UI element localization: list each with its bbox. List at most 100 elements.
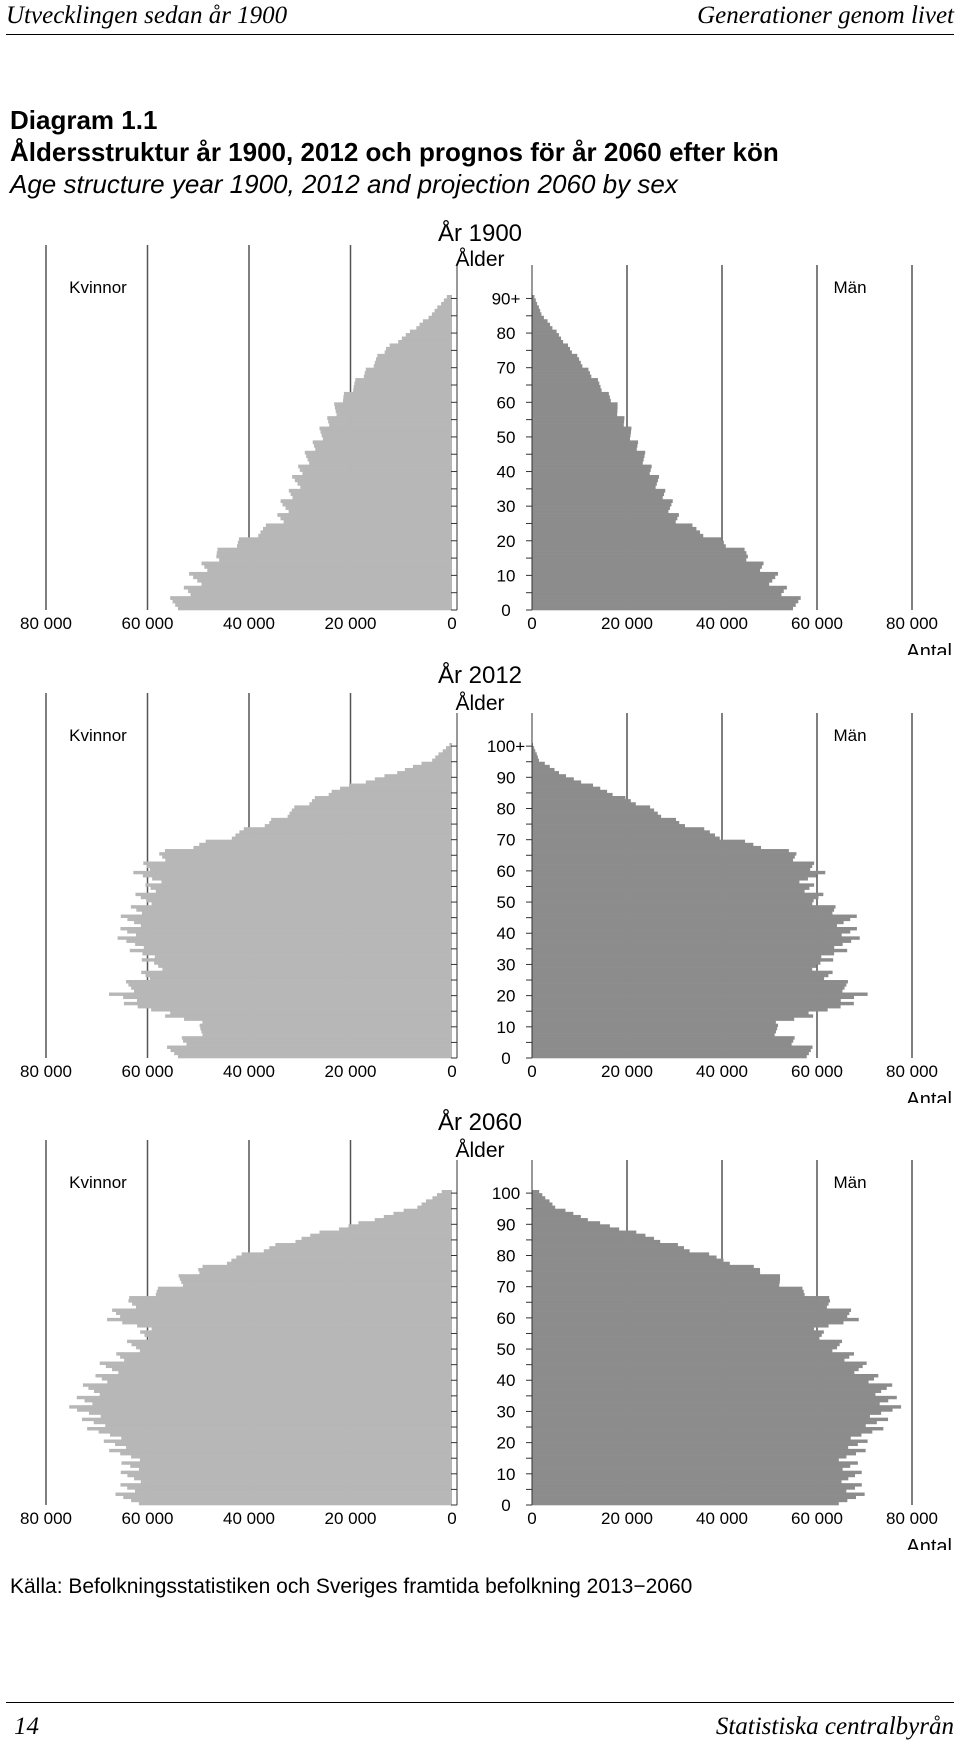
bar-women <box>235 833 452 837</box>
bar-men <box>532 905 836 909</box>
bar-men <box>532 764 550 769</box>
bar-men <box>532 1364 863 1369</box>
bar-women <box>443 298 452 303</box>
bar-women <box>128 983 452 987</box>
bar-women <box>260 530 452 535</box>
bar-men <box>532 1202 553 1206</box>
age-tick-label: 20 <box>497 532 516 551</box>
age-tick-label: 0 <box>501 601 510 620</box>
bar-women <box>135 1305 453 1309</box>
bar-women <box>123 1001 452 1006</box>
bar-women <box>81 1417 452 1422</box>
bar-women <box>201 1029 452 1034</box>
bar-men <box>532 895 819 900</box>
bar-men <box>532 561 764 566</box>
bar-women <box>417 1205 452 1210</box>
bar-women <box>294 805 452 809</box>
bar-women <box>199 842 452 847</box>
bar-women <box>442 749 452 753</box>
bar-women <box>142 873 452 878</box>
bar-men <box>532 1483 862 1487</box>
bar-women <box>155 1292 452 1297</box>
bar-women <box>151 1327 452 1331</box>
bar-men <box>532 1374 879 1378</box>
bar-women <box>92 1402 453 1406</box>
bar-men <box>532 1380 869 1384</box>
bar-women <box>130 1464 452 1468</box>
bar-men <box>532 329 557 334</box>
bar-women <box>419 322 452 327</box>
bar-women <box>204 565 452 569</box>
diagram-number: Diagram 1.1 <box>10 105 158 135</box>
bar-women <box>135 942 452 947</box>
bar-women <box>116 1352 453 1356</box>
bar-men <box>532 1214 581 1219</box>
bar-men <box>532 565 762 569</box>
bar-women <box>384 350 452 355</box>
pyramid-svg: 100+ 90 80 70 60 50 40 30 20 10 0 80 000 60 000 40 00… <box>20 693 952 1103</box>
bar-women <box>334 402 452 407</box>
bar-women <box>137 1004 452 1009</box>
bar-women <box>216 554 452 559</box>
bar-men <box>532 917 851 922</box>
x-tick-label-right: 0 <box>527 614 536 633</box>
unit-label: Antal <box>906 1089 952 1103</box>
bar-women <box>128 1299 452 1303</box>
bar-men <box>532 920 844 925</box>
bar-men <box>532 970 833 975</box>
bar-men <box>532 440 639 445</box>
bar-men <box>532 758 539 763</box>
x-tick-label-right: 80 000 <box>886 1509 938 1528</box>
bar-men <box>532 976 825 981</box>
age-tick-label: 80 <box>497 324 516 343</box>
bar-men <box>532 1311 850 1316</box>
bar-men <box>532 830 710 834</box>
bar-women <box>237 544 452 548</box>
bar-women <box>131 1342 452 1347</box>
x-tick-label-left: 40 000 <box>223 1509 275 1528</box>
bar-women <box>329 423 452 427</box>
bar-men <box>532 1448 866 1453</box>
bar-men <box>532 343 568 348</box>
bar-men <box>532 1017 795 1021</box>
bar-men <box>532 1264 754 1269</box>
bar-men <box>532 1255 717 1259</box>
bar-women <box>226 1261 452 1266</box>
bar-men <box>532 923 837 928</box>
bar-men <box>532 1324 829 1328</box>
bar-women <box>134 989 453 993</box>
bar-men <box>532 980 848 984</box>
bar-men <box>532 475 659 479</box>
bar-women <box>319 1230 452 1234</box>
bar-women <box>288 488 452 493</box>
bar-men <box>532 385 601 389</box>
bar-women <box>426 1199 452 1203</box>
bar-men <box>532 1436 851 1440</box>
bar-women <box>93 1389 453 1394</box>
bar-women <box>112 1308 453 1312</box>
bar-women <box>277 513 452 517</box>
bar-men <box>532 936 860 940</box>
x-tick-label-right: 40 000 <box>696 614 748 633</box>
bar-men <box>532 1033 775 1037</box>
bar-men <box>532 799 631 803</box>
bar-women <box>315 447 452 452</box>
bar-men <box>532 767 555 772</box>
bar-men <box>532 1501 839 1506</box>
bar-men <box>532 1011 809 1015</box>
bar-women <box>436 1193 452 1197</box>
bar-men <box>532 1317 859 1322</box>
pyramid-title: År 2060 <box>437 1109 523 1136</box>
bar-women <box>77 1408 453 1412</box>
bar-women <box>339 1227 452 1231</box>
age-tick-label: 20 <box>497 987 516 1006</box>
bar-women <box>158 964 452 968</box>
bar-men <box>532 322 551 327</box>
bar-women <box>262 526 452 531</box>
bar-men <box>532 914 857 918</box>
bar-women <box>348 783 452 787</box>
bar-women <box>170 1048 452 1053</box>
age-tick-label: 70 <box>497 1278 516 1297</box>
bar-men <box>532 426 632 431</box>
bar-women <box>282 502 452 507</box>
